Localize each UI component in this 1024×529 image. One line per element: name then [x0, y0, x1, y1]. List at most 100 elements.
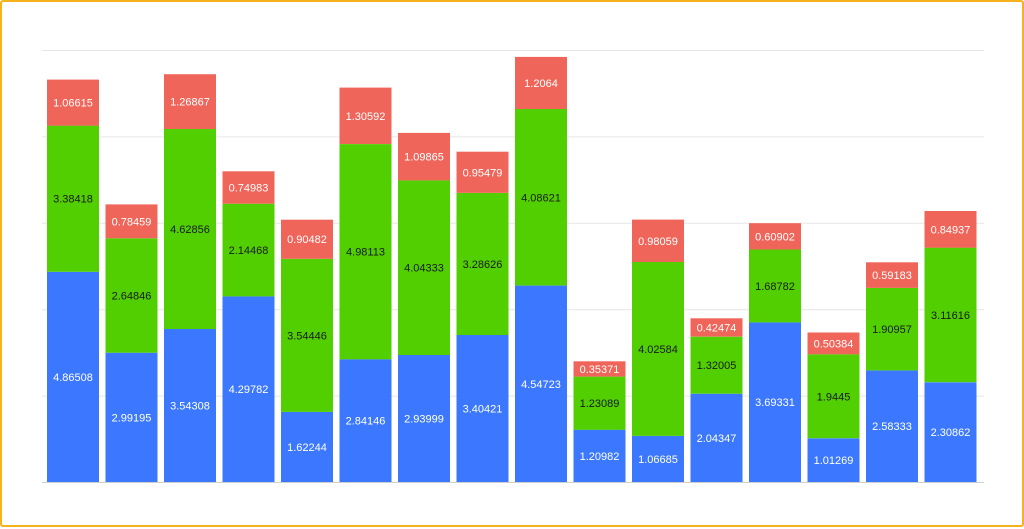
data-label: 2.58333 [872, 421, 912, 433]
bar-segment[interactable] [281, 411, 333, 482]
bar-segment[interactable] [339, 144, 392, 360]
data-label: 0.59183 [872, 270, 912, 282]
bar-segment[interactable] [456, 151, 509, 193]
bar-segment[interactable] [573, 361, 626, 377]
bar-segment[interactable] [398, 180, 450, 355]
bar-segment[interactable] [632, 219, 684, 262]
bar-segment[interactable] [690, 336, 743, 394]
data-label: 2.84146 [346, 416, 386, 428]
data-label: 1.26867 [170, 97, 210, 109]
data-label: 2.04347 [697, 433, 737, 445]
bar-segment[interactable] [515, 109, 567, 286]
data-label: 0.84937 [931, 224, 971, 236]
data-label: 3.40421 [463, 404, 503, 416]
data-label: 3.38418 [53, 194, 93, 206]
data-label: 0.78459 [112, 216, 152, 228]
bar-segment[interactable] [515, 285, 567, 482]
data-label: 0.90482 [287, 234, 327, 246]
data-label: 4.86508 [53, 372, 93, 384]
data-label: 2.99195 [112, 412, 152, 424]
bar-segment[interactable] [515, 56, 567, 109]
bar-segment[interactable] [866, 370, 918, 482]
data-label: 0.50384 [814, 338, 854, 350]
bar-segment[interactable] [690, 393, 743, 482]
bar-segment[interactable] [749, 249, 801, 323]
bar-segment[interactable] [47, 125, 99, 272]
data-label: 1.2064 [524, 78, 558, 90]
bar-segment[interactable] [222, 203, 275, 297]
bar-segment[interactable] [573, 429, 626, 482]
data-label: 4.62856 [170, 224, 210, 236]
data-label: 0.74983 [229, 183, 269, 195]
bar-segment[interactable] [807, 438, 860, 482]
bar-segment[interactable] [456, 193, 509, 335]
bar-segment[interactable] [47, 271, 99, 482]
data-label: 1.06615 [53, 98, 93, 110]
data-label: 1.06685 [638, 454, 678, 466]
bars [47, 56, 977, 482]
data-label: 1.90957 [872, 324, 912, 336]
data-label: 1.62244 [287, 442, 327, 454]
data-label: 1.01269 [814, 455, 854, 467]
data-label: 2.64846 [112, 291, 152, 303]
bar-segment[interactable] [749, 322, 801, 482]
data-label: 4.02584 [638, 344, 678, 356]
bar-segment[interactable] [47, 79, 99, 126]
data-label: 3.28626 [463, 259, 503, 271]
data-label: 0.98059 [638, 236, 678, 248]
bar-segment[interactable] [690, 318, 743, 337]
bar-segment[interactable] [222, 296, 275, 482]
bar-segment[interactable] [339, 87, 392, 144]
bar-segment[interactable] [339, 359, 392, 482]
data-label: 0.42474 [697, 323, 737, 335]
data-label: 1.23089 [580, 398, 620, 410]
bar-segment[interactable] [632, 262, 684, 436]
bar-segment[interactable] [807, 354, 860, 439]
data-label: 0.95479 [463, 167, 503, 179]
bar-segment[interactable] [456, 334, 509, 482]
data-label: 0.35371 [580, 364, 620, 376]
bar-segment[interactable] [398, 132, 450, 181]
data-label: 4.54723 [521, 379, 561, 391]
bar-segment[interactable] [105, 204, 158, 239]
bar-segment[interactable] [807, 332, 860, 355]
data-label: 0.60902 [755, 231, 795, 243]
bar-segment[interactable] [924, 382, 977, 482]
bar-segment[interactable] [924, 247, 977, 383]
data-label: 1.32005 [697, 360, 737, 372]
data-label: 3.11616 [931, 310, 970, 322]
bar-segment[interactable] [866, 287, 918, 371]
data-label: 3.54308 [170, 401, 210, 413]
data-label: 4.08621 [521, 192, 561, 204]
bar-segment[interactable] [749, 223, 801, 250]
data-label: 1.30592 [346, 111, 386, 123]
data-label: 4.04333 [404, 263, 444, 275]
bar-segment[interactable] [866, 262, 918, 288]
bar-segment[interactable] [164, 74, 216, 129]
data-label: 2.14468 [229, 245, 269, 257]
bar-segment[interactable] [281, 219, 333, 259]
data-label: 4.29782 [229, 384, 269, 396]
bar-segment[interactable] [398, 355, 450, 482]
bar-segment[interactable] [573, 376, 626, 430]
bar-segment[interactable] [632, 435, 684, 482]
data-label: 3.54446 [287, 330, 327, 342]
bar-segment[interactable] [105, 352, 158, 482]
bar-segment[interactable] [105, 238, 158, 353]
bar-segment[interactable] [164, 328, 216, 482]
bar-segment[interactable] [222, 171, 275, 204]
data-labels: 4.86508 3.38418 1.06615 2.99195 2.64846 0.784… [53, 78, 970, 467]
data-label: 2.30862 [931, 427, 971, 439]
bar-segment[interactable] [281, 258, 333, 412]
data-label: 2.93999 [404, 414, 444, 426]
data-label: 1.9445 [817, 391, 851, 403]
bar-segment[interactable] [924, 211, 977, 248]
data-label: 4.98113 [346, 247, 385, 259]
data-label: 1.20982 [580, 451, 620, 463]
data-label: 1.68782 [755, 281, 795, 293]
bar-segment[interactable] [164, 129, 216, 329]
data-label: 3.69331 [755, 397, 795, 409]
data-label: 1.09865 [404, 152, 444, 164]
